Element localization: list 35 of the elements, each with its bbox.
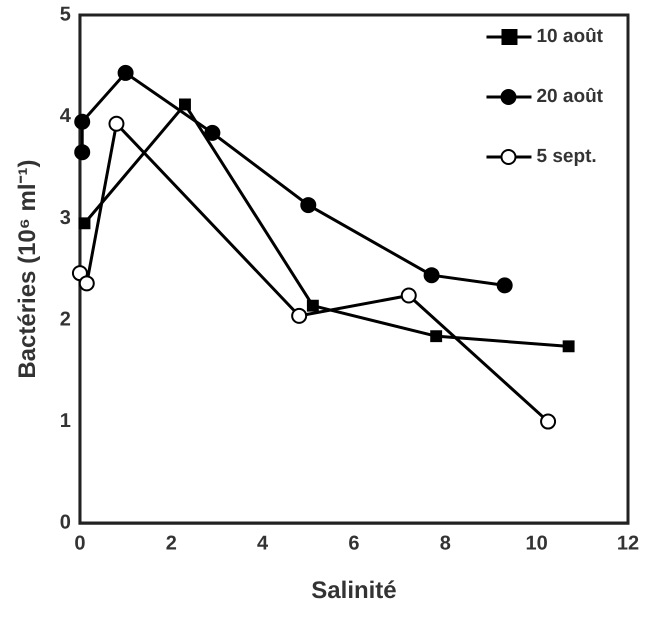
y-tick-label: 4 — [60, 105, 72, 128]
point — [291, 308, 308, 324]
point — [204, 124, 220, 141]
legend-label: 10 août — [536, 26, 604, 48]
x-tick-label: 12 — [616, 532, 640, 555]
point — [430, 330, 442, 342]
y-axis-title: Bactéries (10⁶ ml⁻¹) — [14, 160, 42, 379]
x-tick-label: 4 — [257, 532, 270, 555]
legend-label: 20 août — [536, 86, 604, 108]
x-tick-label: 2 — [166, 532, 177, 555]
point — [300, 197, 316, 214]
point — [306, 300, 319, 312]
y-tick-label: 3 — [60, 206, 71, 229]
point — [540, 414, 556, 430]
point — [179, 98, 191, 110]
x-tick-label: 8 — [440, 532, 451, 555]
point — [424, 267, 440, 284]
point — [74, 144, 90, 160]
point — [400, 288, 417, 304]
y-tick-label: 2 — [60, 308, 71, 330]
y-tick-label: 0 — [60, 512, 71, 534]
y-tick-label: 1 — [60, 410, 71, 432]
point — [78, 217, 90, 230]
x-tick-label: 10 — [526, 532, 548, 555]
x-tick-label: 0 — [74, 532, 86, 555]
point — [78, 275, 95, 292]
point — [118, 64, 134, 81]
point — [108, 116, 124, 132]
point — [496, 277, 513, 294]
x-tick-label: 6 — [348, 532, 360, 555]
x-axis-title: Salinité — [311, 577, 397, 604]
legend-label: 5 sept. — [536, 146, 597, 168]
point — [74, 114, 90, 130]
point — [562, 340, 575, 352]
y-tick-label: 5 — [60, 4, 71, 26]
